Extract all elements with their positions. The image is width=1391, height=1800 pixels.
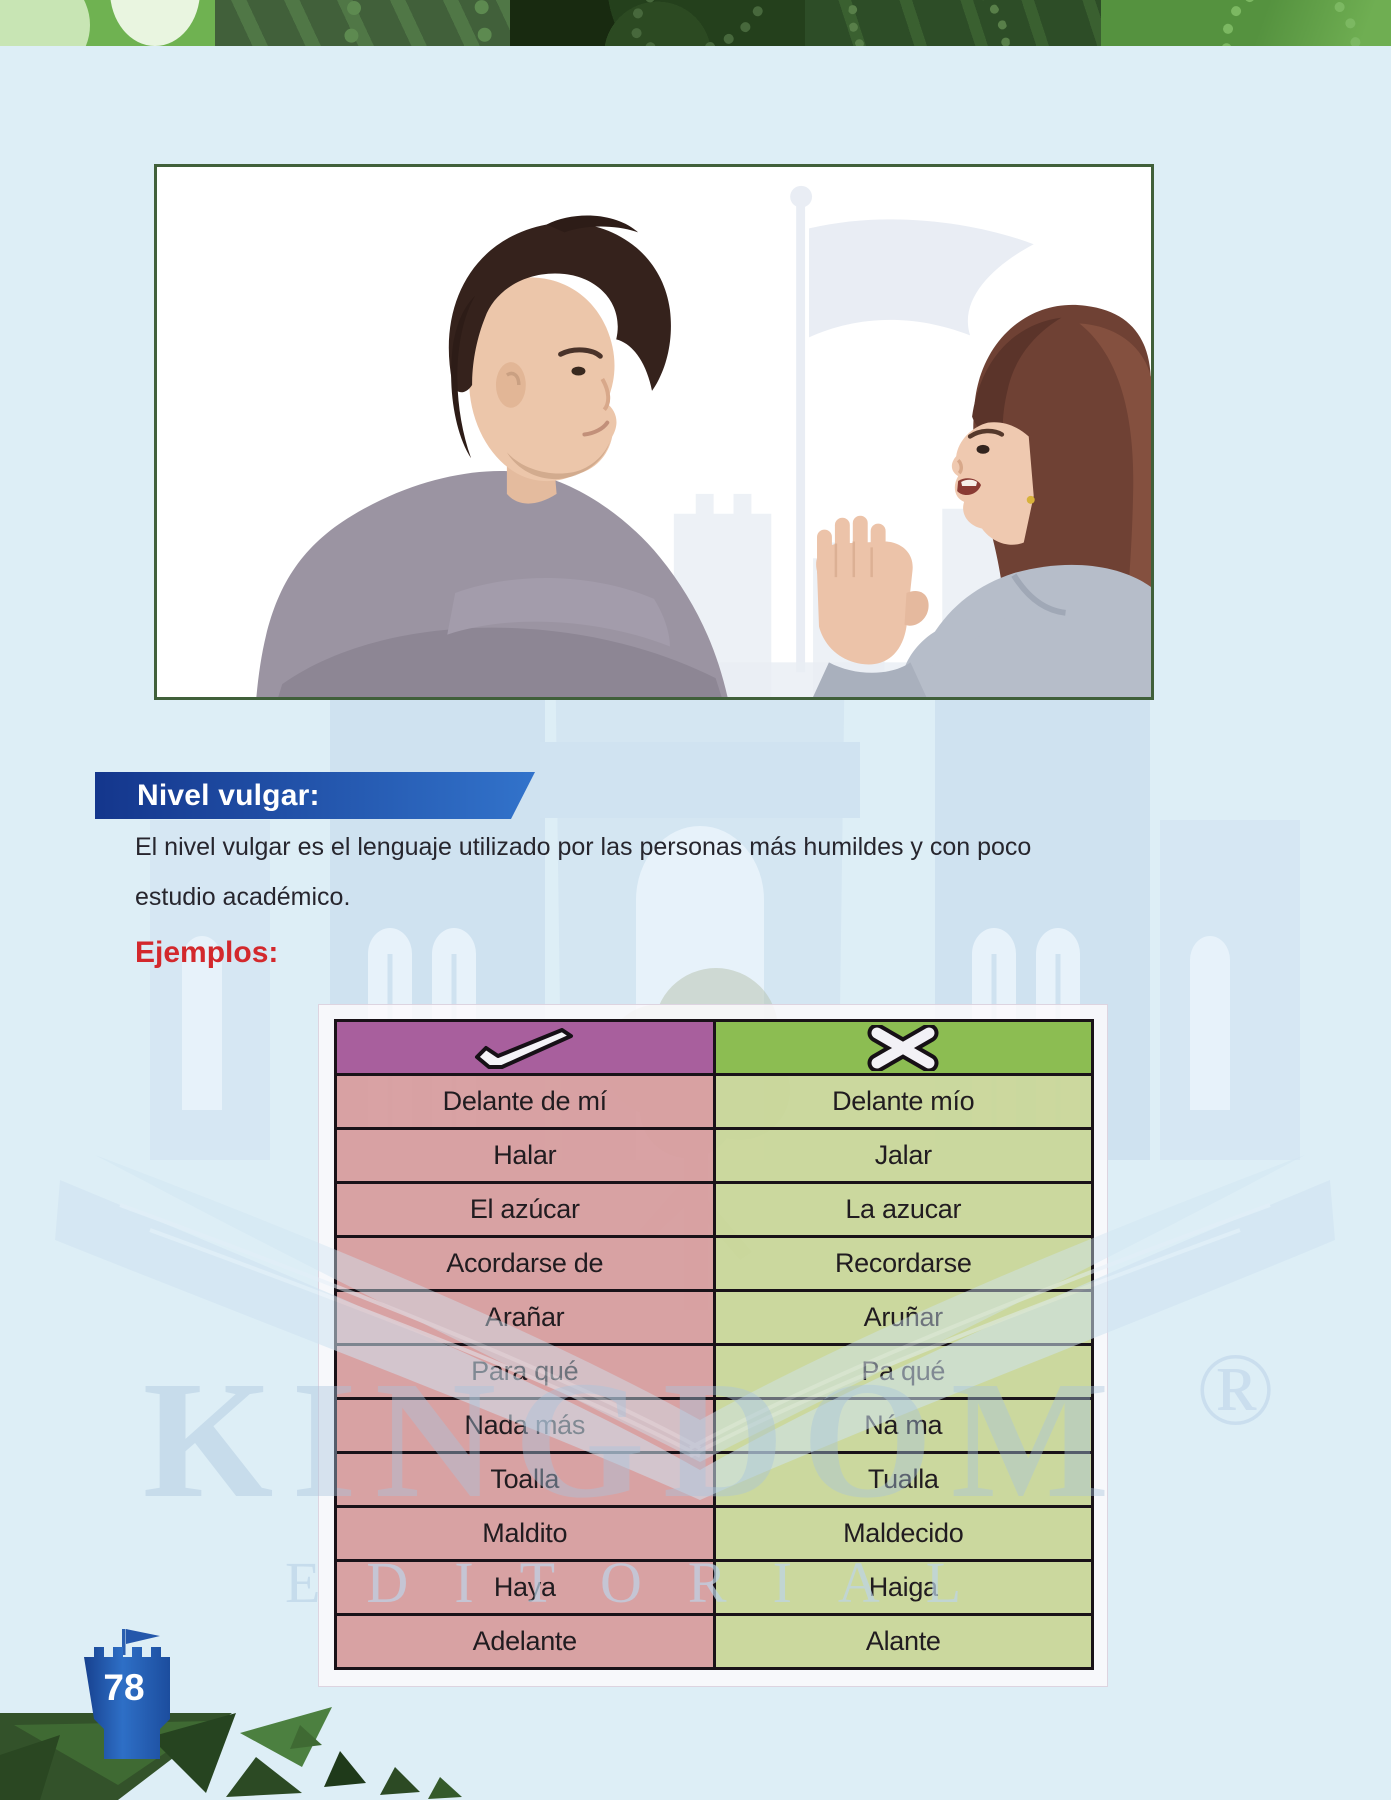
vulgar-column-header — [712, 1019, 1094, 1076]
raised-hand — [813, 515, 929, 697]
band-segment — [0, 0, 215, 46]
table-row: Toalla Tualla — [334, 1451, 1094, 1508]
table-row: Adelante Alante — [334, 1613, 1094, 1670]
cell-correct-term: Acordarse de — [334, 1235, 716, 1292]
band-segment — [215, 0, 510, 46]
section-paragraph: El nivel vulgar es el lenguaje utilizado… — [135, 833, 1032, 911]
examples-table: Delante de mí Delante mío Halar Jalar El azú… — [334, 1019, 1094, 1670]
examples-heading: Ejemplos: — [135, 936, 279, 969]
page-number: 78 — [103, 1667, 145, 1708]
table-row: Arañar Aruñar — [334, 1289, 1094, 1346]
cell-vulgar-term: La azucar — [712, 1181, 1094, 1238]
band-segment — [805, 0, 1101, 46]
band-segment — [1101, 0, 1391, 46]
photo-arguing-couple — [154, 164, 1154, 700]
woman-figure — [902, 304, 1151, 697]
cell-correct-term: Toalla — [334, 1451, 716, 1508]
table-header-row — [334, 1019, 1094, 1076]
page-number-badge: 78 — [78, 1627, 170, 1759]
table-row: Haya Haiga — [334, 1559, 1094, 1616]
cell-correct-term: Para qué — [334, 1343, 716, 1400]
table-row: Para qué Pa qué — [334, 1343, 1094, 1400]
footer-triangles — [0, 1707, 462, 1800]
cell-correct-term: El azúcar — [334, 1181, 716, 1238]
cell-vulgar-term: Ná ma — [712, 1397, 1094, 1454]
cell-correct-term: Haya — [334, 1559, 716, 1616]
table-body: Delante de mí Delante mío Halar Jalar El azú… — [334, 1073, 1094, 1670]
table-row: Maldito Maldecido — [334, 1505, 1094, 1562]
cell-vulgar-term: Aruñar — [712, 1289, 1094, 1346]
cell-vulgar-term: Tualla — [712, 1451, 1094, 1508]
examples-table-frame: Delante de mí Delante mío Halar Jalar El azú… — [318, 1004, 1108, 1687]
cell-correct-term: Adelante — [334, 1613, 716, 1670]
cell-vulgar-term: Recordarse — [712, 1235, 1094, 1292]
section-banner: Nivel vulgar: — [95, 772, 535, 819]
cell-correct-term: Delante de mí — [334, 1073, 716, 1130]
cell-vulgar-term: Alante — [712, 1613, 1094, 1670]
cell-correct-term: Maldito — [334, 1505, 716, 1562]
cell-vulgar-term: Haiga — [712, 1559, 1094, 1616]
x-icon — [867, 1024, 939, 1071]
cell-correct-term: Halar — [334, 1127, 716, 1184]
cell-vulgar-term: Jalar — [712, 1127, 1094, 1184]
cell-vulgar-term: Delante mío — [712, 1073, 1094, 1130]
man-figure — [256, 215, 728, 697]
table-row: Delante de mí Delante mío — [334, 1073, 1094, 1130]
cell-correct-term: Arañar — [334, 1289, 716, 1346]
top-decorative-band — [0, 0, 1391, 46]
cell-vulgar-term: Maldecido — [712, 1505, 1094, 1562]
table-row: Halar Jalar — [334, 1127, 1094, 1184]
cell-correct-term: Nada más — [334, 1397, 716, 1454]
band-segment — [510, 0, 805, 46]
correct-column-header — [334, 1019, 716, 1076]
cell-vulgar-term: Pa qué — [712, 1343, 1094, 1400]
photo-illustration — [256, 185, 1151, 697]
table-row: Nada más Ná ma — [334, 1397, 1094, 1454]
check-icon — [474, 1027, 573, 1069]
table-row: El azúcar La azucar — [334, 1181, 1094, 1238]
registered-mark-watermark: ® — [1196, 1332, 1276, 1447]
table-row: Acordarse de Recordarse — [334, 1235, 1094, 1292]
section-banner-label: Nivel vulgar: — [137, 778, 320, 812]
